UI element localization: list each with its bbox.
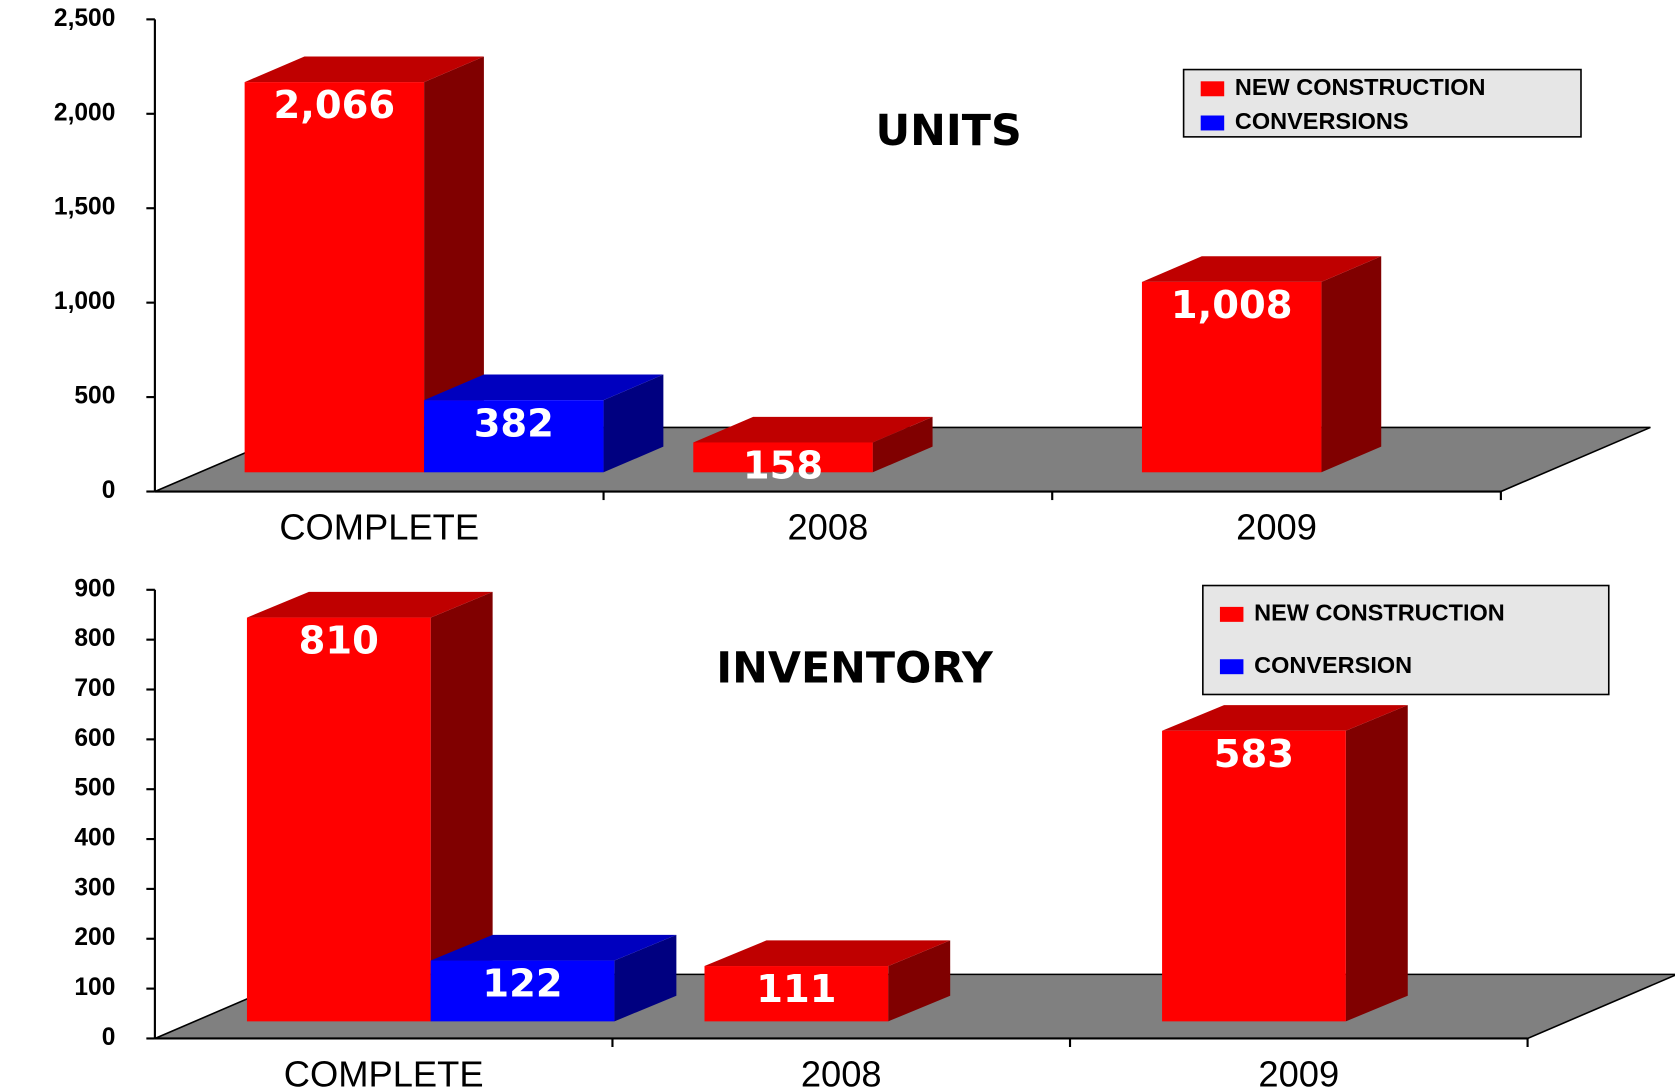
bar-side xyxy=(603,374,664,473)
x-tick-label: 2008 xyxy=(801,1054,882,1092)
bar-top xyxy=(246,591,493,618)
bar-top xyxy=(1141,256,1382,282)
x-tick-label: 2009 xyxy=(1236,507,1317,548)
legend-swatch xyxy=(1200,115,1225,131)
bar xyxy=(1141,256,1382,473)
data-label: 382 xyxy=(474,401,554,446)
legend-label: NEW CONSTRUCTION xyxy=(1235,74,1486,100)
y-tick-label: 2,000 xyxy=(54,99,115,126)
legend-swatch xyxy=(1219,606,1244,622)
y-tick-label: 0 xyxy=(102,477,116,504)
bar-top xyxy=(244,56,484,83)
legend-label: CONVERSION xyxy=(1254,652,1412,678)
legend-swatch xyxy=(1200,81,1225,97)
data-label: 810 xyxy=(299,619,379,664)
y-tick-label: 700 xyxy=(74,675,115,702)
bar xyxy=(246,591,493,1022)
x-tick-label: COMPLETE xyxy=(279,507,479,548)
y-tick-label: 1,500 xyxy=(54,194,115,221)
legend-swatch xyxy=(1219,659,1244,675)
chart-title: UNITS xyxy=(875,106,1021,156)
y-tick-label: 500 xyxy=(74,775,115,802)
data-label: 583 xyxy=(1214,732,1294,777)
x-tick-label: 2009 xyxy=(1258,1054,1339,1092)
bar-front xyxy=(424,400,604,473)
bar-side xyxy=(614,934,677,1022)
bar-side xyxy=(1321,256,1382,473)
bar-top xyxy=(693,416,933,443)
bar-front xyxy=(693,442,873,473)
bar-front xyxy=(1141,281,1322,473)
bar-top xyxy=(704,940,951,967)
bar-side xyxy=(872,416,933,473)
bar-top xyxy=(424,374,664,401)
bar-front xyxy=(244,82,425,473)
bar-front xyxy=(704,966,889,1022)
y-tick-label: 600 xyxy=(74,725,115,752)
bar-side xyxy=(424,56,484,473)
y-tick-label: 0 xyxy=(102,1024,116,1051)
bar xyxy=(424,374,664,473)
bar-top xyxy=(1162,705,1408,731)
y-tick-label: 900 xyxy=(74,575,115,602)
legend-label: CONVERSIONS xyxy=(1235,108,1409,134)
y-tick-label: 400 xyxy=(74,825,115,852)
y-tick-label: 500 xyxy=(74,383,115,410)
y-tick-label: 200 xyxy=(74,924,115,951)
bar xyxy=(1162,705,1408,1022)
x-tick-label: COMPLETE xyxy=(284,1054,484,1092)
data-label: 158 xyxy=(743,444,823,489)
y-tick-label: 1,000 xyxy=(54,288,115,315)
bar-front xyxy=(246,617,431,1022)
data-label: 2,066 xyxy=(274,83,396,128)
y-tick-label: 100 xyxy=(74,974,115,1001)
bar-side xyxy=(430,591,493,1022)
bar-side xyxy=(888,940,951,1022)
data-label: 122 xyxy=(482,962,562,1007)
legend-box xyxy=(1202,584,1610,696)
bar xyxy=(704,940,951,1022)
bar-side xyxy=(1345,705,1408,1022)
y-tick-label: 300 xyxy=(74,874,115,901)
bar xyxy=(244,56,484,473)
x-tick-label: 2008 xyxy=(787,507,868,548)
bar-front xyxy=(430,960,615,1022)
data-label: 1,008 xyxy=(1171,283,1293,328)
chart-title: INVENTORY xyxy=(716,643,994,693)
legend-box xyxy=(1182,68,1582,138)
y-tick-label: 2,500 xyxy=(54,5,115,32)
bar-front xyxy=(1162,730,1346,1022)
y-tick-label: 800 xyxy=(74,625,115,652)
data-label: 111 xyxy=(756,967,836,1012)
legend-label: NEW CONSTRUCTION xyxy=(1254,600,1505,626)
bar-top xyxy=(430,934,677,961)
bar xyxy=(693,416,933,473)
bar xyxy=(430,934,677,1022)
